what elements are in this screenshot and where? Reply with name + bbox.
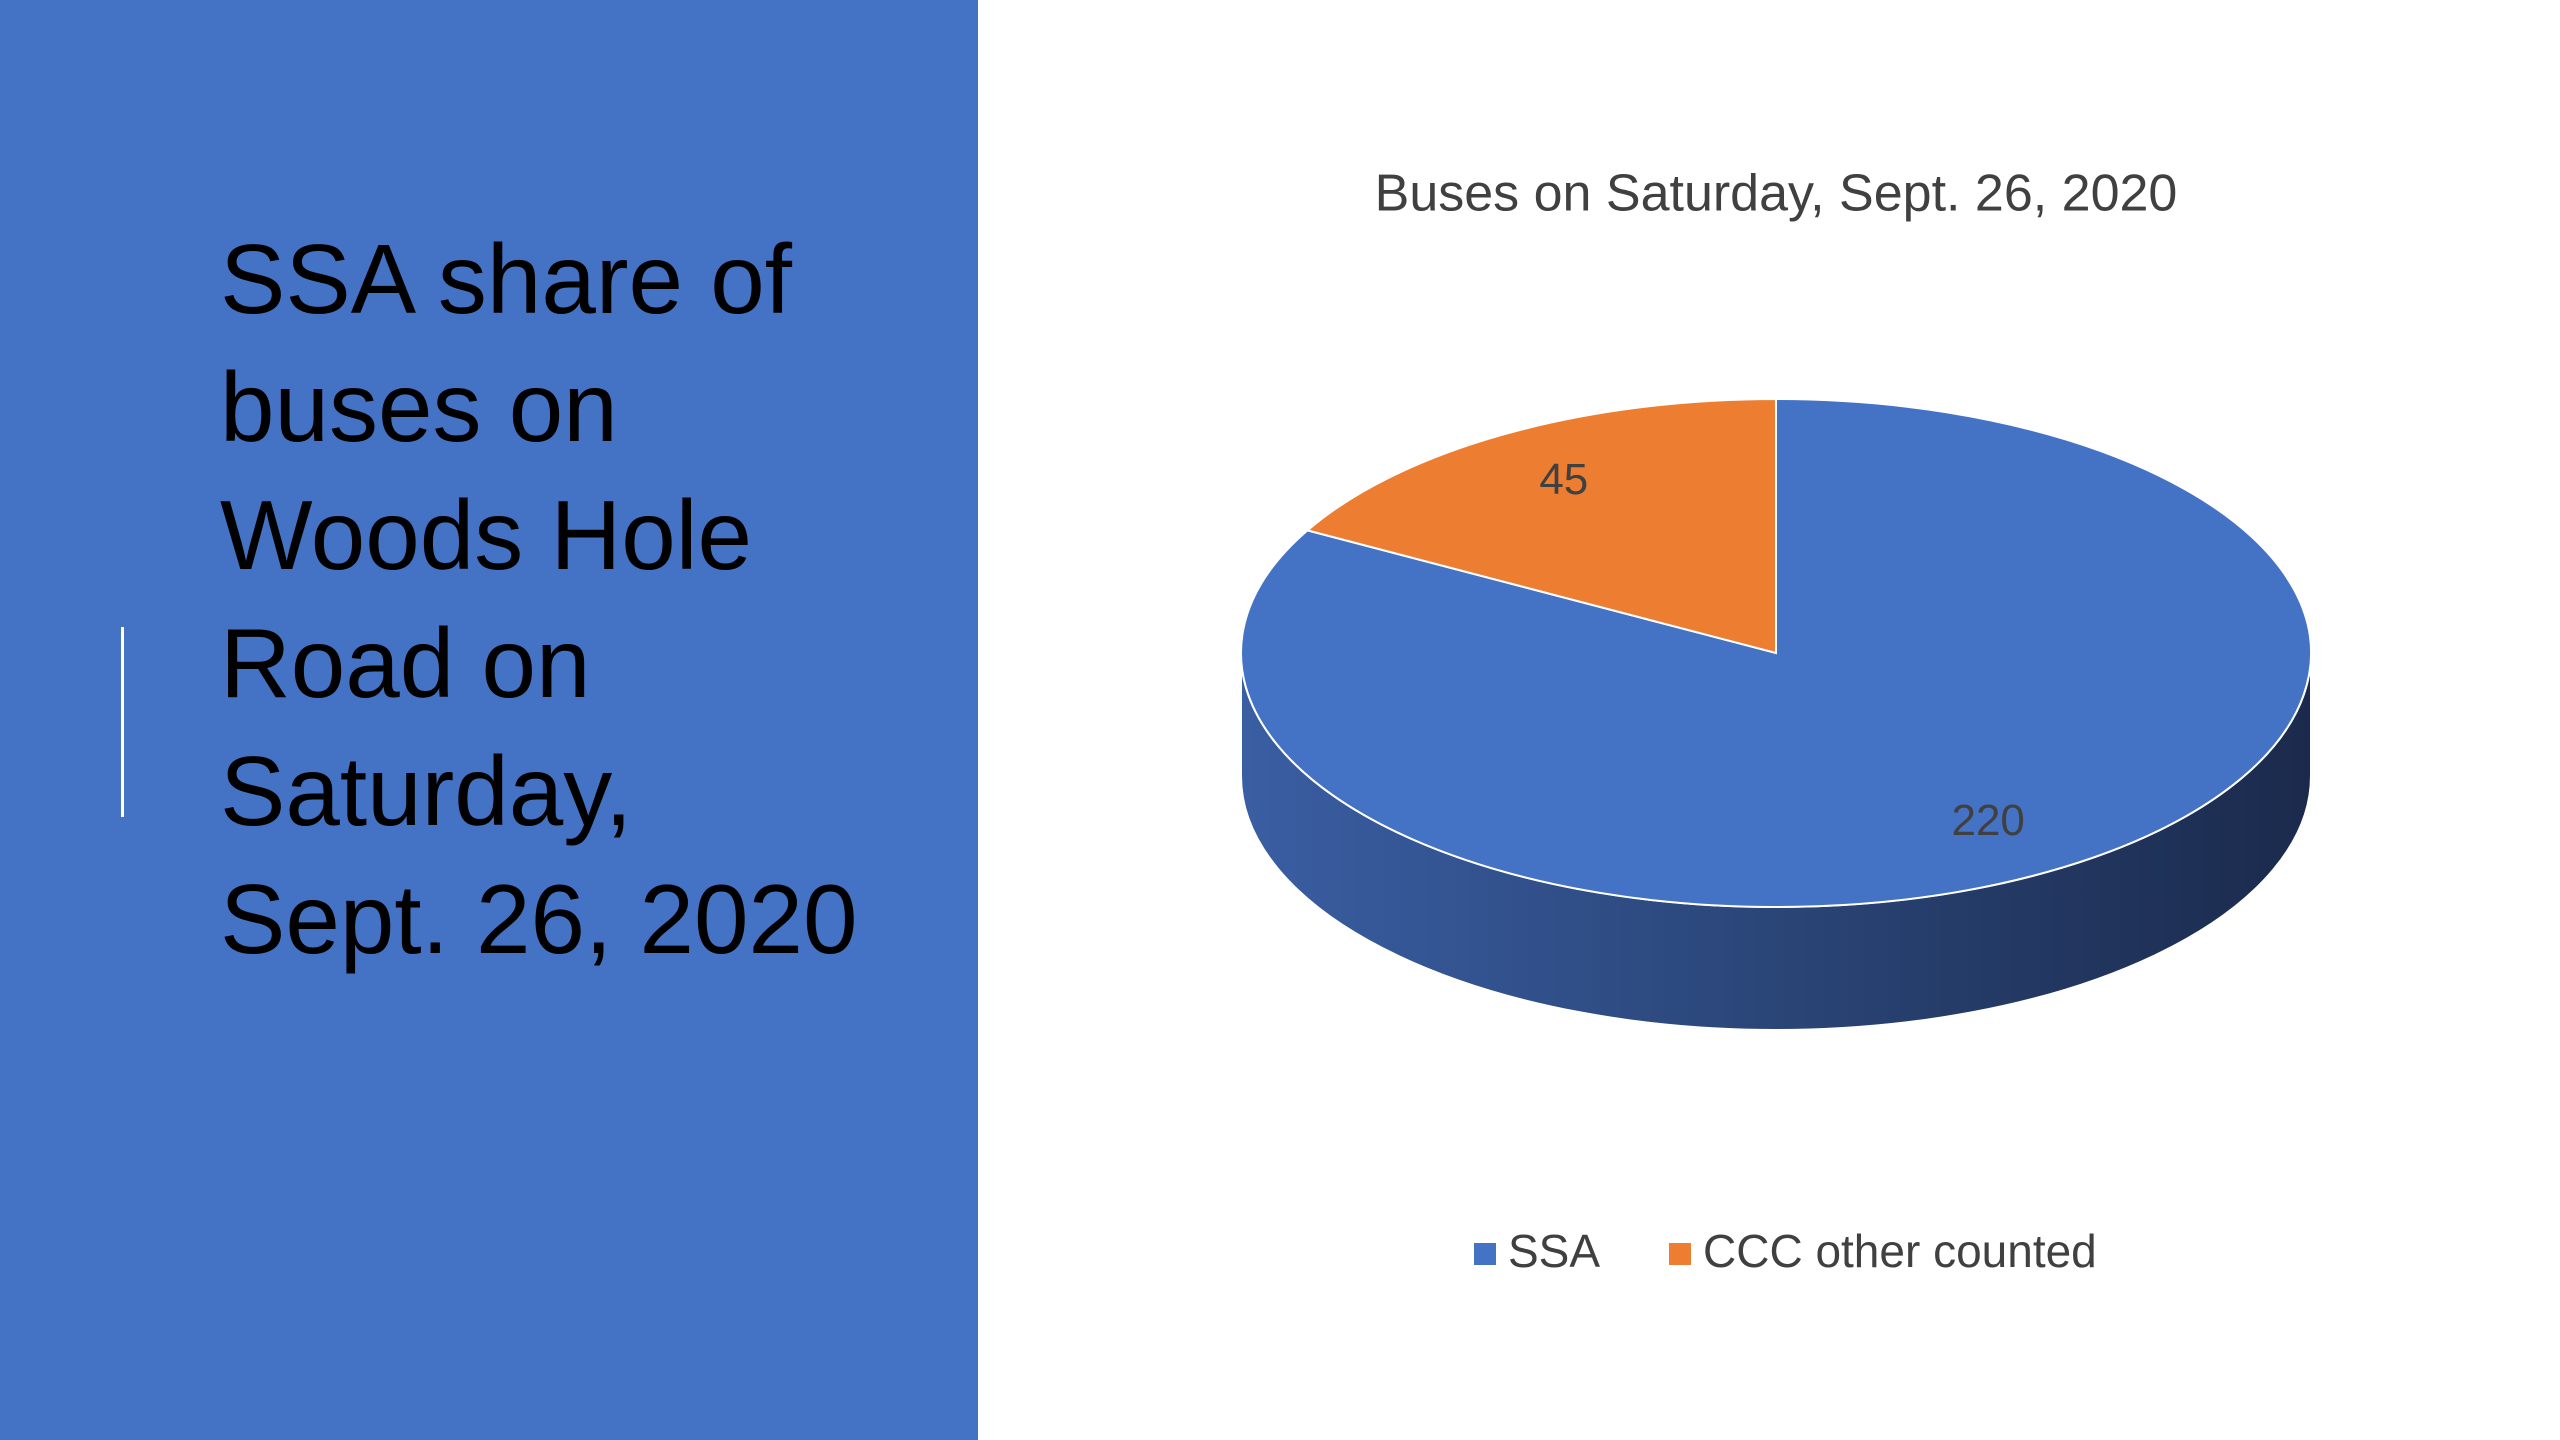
- slide-title: SSA share of buses on Woods Hole Road on…: [220, 224, 858, 974]
- data-label: 220: [1951, 796, 2024, 845]
- title-panel: SSA share of buses on Woods Hole Road on…: [0, 0, 978, 1440]
- accent-line: [121, 627, 124, 817]
- legend-label: SSA: [1508, 1225, 1600, 1277]
- pie-slice: [1305, 397, 1777, 655]
- pie-slice: [1239, 397, 2312, 908]
- legend-swatch: [1474, 1243, 1496, 1265]
- legend-swatch: [1669, 1243, 1691, 1265]
- data-label: 45: [1539, 455, 1588, 504]
- legend-label: CCC other counted: [1703, 1225, 2097, 1277]
- chart-title: Buses on Saturday, Sept. 26, 2020: [1375, 165, 2178, 223]
